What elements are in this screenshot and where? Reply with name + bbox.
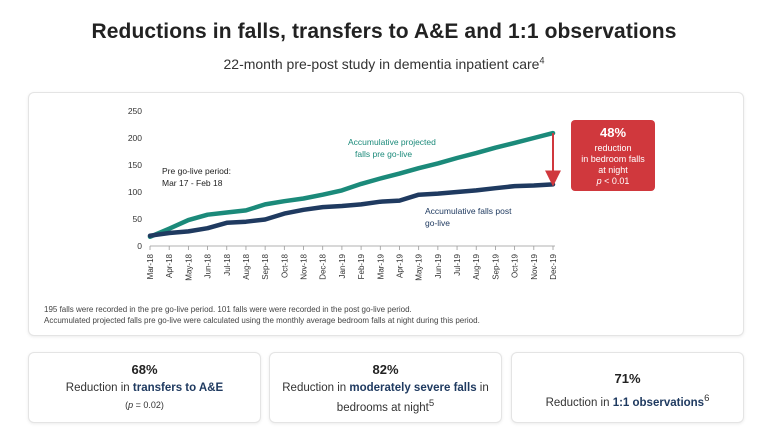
stat-description: Reduction in moderately severe falls in b… xyxy=(270,381,501,416)
callout-line1: reduction xyxy=(594,143,632,153)
x-tick-label: Apr-19 xyxy=(395,253,404,278)
y-tick-label: 50 xyxy=(133,214,143,224)
callout-p-value: p < 0.01 xyxy=(571,176,655,187)
x-tick-label: Jan-19 xyxy=(338,253,347,278)
x-tick-label: Dec-18 xyxy=(319,253,328,279)
falls-line-chart: 0 50 100 150 200 250 Mar-18 Apr-18 May-18 Jun-18 J… xyxy=(128,106,561,281)
stat-line2: bedrooms at night xyxy=(336,401,429,414)
callout-line3: at night xyxy=(598,165,628,175)
stat-highlight: 1:1 observations xyxy=(612,396,705,409)
x-tick-label: Mar-19 xyxy=(376,253,385,279)
x-tick-label: Jun-18 xyxy=(204,253,213,278)
x-tick-label: Sep-19 xyxy=(491,253,500,279)
callout-text: reduction in bedroom falls at night xyxy=(571,143,655,176)
x-tick-label: Nov-19 xyxy=(530,253,539,279)
x-tick-label: Jun-19 xyxy=(434,253,443,278)
stat-highlight: transfers to A&E xyxy=(132,382,224,394)
y-tick-label: 0 xyxy=(137,241,142,251)
y-tick-label: 200 xyxy=(128,133,142,143)
stat-card-observations: 71% Reduction in 1:1 observations6 xyxy=(511,352,744,423)
stat-value: 82% xyxy=(372,362,399,377)
stat-value: 71% xyxy=(614,371,641,386)
stat-description: Reduction in 1:1 observations6 xyxy=(512,391,743,411)
x-tick-label: Jul-18 xyxy=(223,253,232,275)
x-tick-label: Mar-18 xyxy=(146,253,155,279)
x-tick-label: Aug-19 xyxy=(472,253,481,279)
stat-reference: 6 xyxy=(704,393,710,404)
chart-footnote: 195 falls were recorded in the pre go-li… xyxy=(44,304,480,326)
stat-note-value: = 0.02) xyxy=(133,400,164,410)
x-tick-label: Jul-19 xyxy=(453,253,462,275)
post-series-label-line2: go-live xyxy=(425,218,450,228)
callout-p-label: p xyxy=(596,176,602,186)
stat-prefix: Reduction in xyxy=(545,396,613,409)
x-tick-label: Nov-18 xyxy=(300,253,309,279)
y-tick-label: 150 xyxy=(128,160,142,170)
reduction-callout: 48% reduction in bedroom falls at night … xyxy=(571,120,655,191)
series-line-post xyxy=(147,182,556,238)
callout-line2: in bedroom falls xyxy=(581,154,645,164)
stat-prefix: Reduction in xyxy=(65,382,133,394)
x-tick-label: Dec-19 xyxy=(549,253,558,279)
y-tick-label: 100 xyxy=(128,187,142,197)
subtitle-reference: 4 xyxy=(539,55,545,66)
pre-period-label-line1: Pre go-live period: xyxy=(162,166,231,176)
x-tick-label: Oct-18 xyxy=(280,253,289,278)
stat-value: 68% xyxy=(131,362,158,377)
pre-period-label-line2: Mar 17 - Feb 18 xyxy=(162,178,223,188)
series-line-projected xyxy=(147,130,556,240)
x-tick-label: May-18 xyxy=(184,253,193,280)
stat-card-severe-falls: 82% Reduction in moderately severe falls… xyxy=(269,352,502,423)
x-tick-label: May-19 xyxy=(415,253,424,280)
x-tick-label: Sep-18 xyxy=(261,253,270,279)
projected-series-label-line1: Accumulative projected xyxy=(348,137,436,147)
x-tick-label: Oct-19 xyxy=(511,253,520,278)
callout-p-number: < 0.01 xyxy=(604,176,630,186)
stat-card-transfers: 68% Reduction in transfers to A&E (p = 0… xyxy=(28,352,261,423)
stat-note-label: p xyxy=(128,400,134,410)
footnote-line2: Accumulated projected falls pre go-live … xyxy=(44,316,480,325)
stat-reference: 5 xyxy=(428,398,435,409)
stat-suffix: in xyxy=(476,382,489,394)
footnote-line1: 195 falls were recorded in the pre go-li… xyxy=(44,305,412,314)
stat-highlight: moderately severe falls xyxy=(349,382,477,394)
page-title: Reductions in falls, transfers to A&E an… xyxy=(91,20,677,43)
stat-note: (p = 0.02) xyxy=(125,400,164,410)
x-tick-label: Apr-18 xyxy=(165,253,174,278)
x-tick-label: Aug-18 xyxy=(242,253,251,279)
callout-percent: 48% xyxy=(599,125,627,140)
stat-prefix: Reduction in xyxy=(282,382,350,394)
stat-description: Reduction in transfers to A&E xyxy=(29,381,260,396)
post-series-label-line1: Accumulative falls post xyxy=(425,206,512,216)
page-subtitle: 22-month pre-post study in dementia inpa… xyxy=(0,56,768,72)
y-tick-label: 250 xyxy=(128,106,142,116)
x-tick-label: Feb-19 xyxy=(357,253,366,279)
subtitle-text: 22-month pre-post study in dementia inpa… xyxy=(223,56,540,72)
projected-series-label-line2: falls pre go-live xyxy=(355,149,412,159)
